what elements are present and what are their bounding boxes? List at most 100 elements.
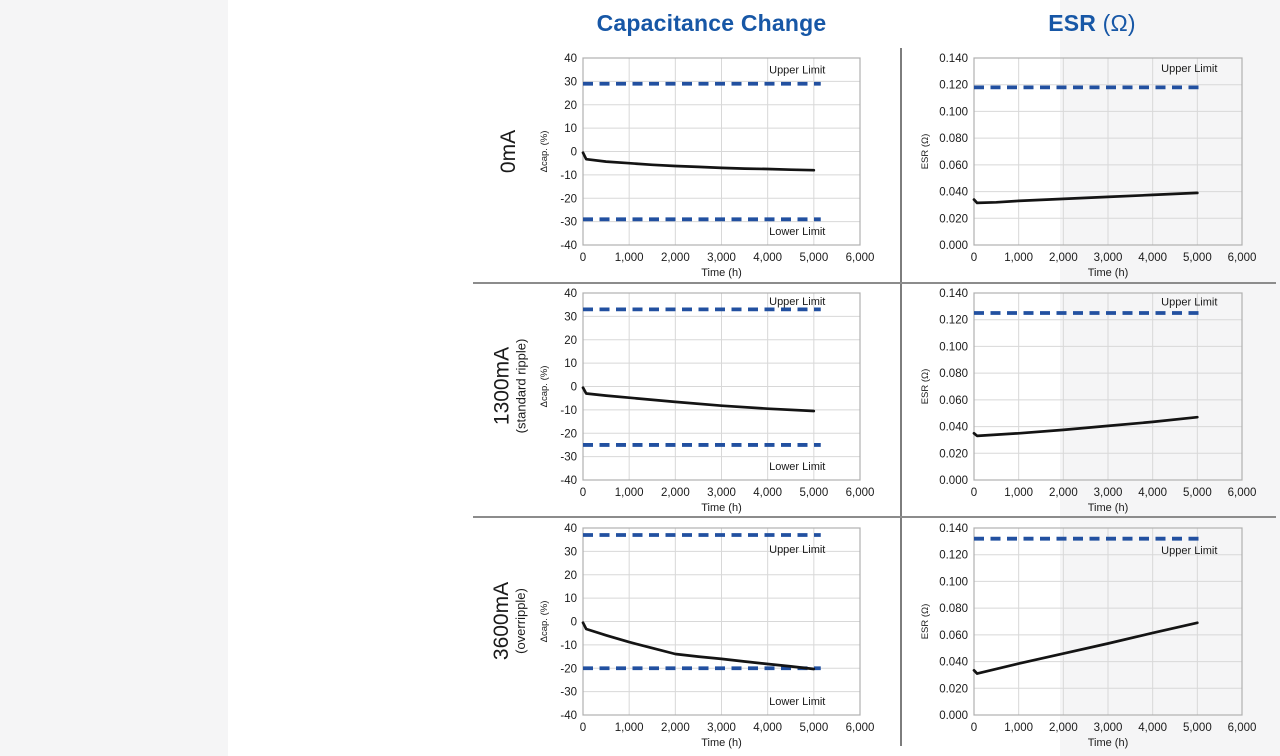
svg-text:6,000: 6,000 — [846, 722, 875, 734]
svg-text:1,000: 1,000 — [1004, 722, 1033, 734]
svg-text:-30: -30 — [560, 452, 577, 464]
upper-limit-label: Upper Limit — [769, 544, 825, 556]
svg-text:0: 0 — [971, 487, 977, 499]
esr-column-title: ESR (Ω) — [912, 10, 1272, 42]
svg-text:-10: -10 — [560, 170, 577, 182]
svg-text:0: 0 — [580, 487, 586, 499]
upper-limit-label: Upper Limit — [1161, 297, 1217, 309]
x-axis-label: Time (h) — [701, 267, 742, 279]
svg-text:0: 0 — [571, 147, 577, 159]
chart-esr-3600mA: Upper Limit 0 1,000 2,000 3,000 4,000 5,000 6,0… — [912, 520, 1272, 750]
y-tick-labels: 0.140 0.120 0.100 0.080 0.060 0.040 0.020 0.000 — [939, 288, 968, 487]
gridlines — [583, 58, 860, 245]
plot-border — [973, 292, 1243, 481]
svg-text:2,000: 2,000 — [661, 252, 690, 264]
svg-text:0.060: 0.060 — [939, 395, 968, 407]
svg-text:0.060: 0.060 — [939, 630, 968, 642]
svg-text:5,000: 5,000 — [1183, 722, 1212, 734]
x-axis-label: Time (h) — [701, 502, 742, 514]
svg-text:2,000: 2,000 — [1049, 722, 1078, 734]
svg-text:40: 40 — [564, 53, 577, 65]
svg-text:6,000: 6,000 — [1228, 722, 1257, 734]
line-chart: Upper Limit 0 1,000 2,000 3,000 4,000 5,000 6,0… — [920, 53, 1257, 279]
chart-esr-1300mA: Upper Limit 0 1,000 2,000 3,000 4,000 5,000 6,0… — [912, 285, 1272, 515]
y-tick-labels: 40 30 20 10 0 -10 -20 -30 -40 — [560, 523, 577, 722]
svg-text:0.000: 0.000 — [939, 475, 968, 487]
lower-limit-label: Lower Limit — [769, 461, 825, 473]
data-series-line — [972, 191, 1199, 205]
svg-text:0: 0 — [571, 382, 577, 394]
svg-text:0: 0 — [971, 722, 977, 734]
svg-text:5,000: 5,000 — [799, 722, 828, 734]
svg-text:20: 20 — [564, 100, 577, 112]
chart-capacitance-0mA: Upper Limit Lower Limit 0 1,000 2,000 3,000 4,… — [533, 50, 893, 280]
column-divider — [900, 48, 902, 746]
x-axis-label: Time (h) — [701, 737, 742, 749]
line-chart: Upper Limit Lower Limit 0 1,000 2,000 3,000 4,… — [539, 523, 875, 749]
data-series-line — [972, 415, 1199, 438]
svg-text:-20: -20 — [560, 428, 577, 440]
x-axis-label: Time (h) — [1088, 502, 1129, 514]
upper-limit-label: Upper Limit — [769, 65, 825, 77]
svg-text:5,000: 5,000 — [799, 487, 828, 499]
figure-panel: Capacitance Change ESR (Ω) 0mA 1300mA (s… — [228, 0, 1276, 756]
y-tick-labels: 40 30 20 10 0 -10 -20 -30 -40 — [560, 288, 577, 487]
row-label-main: 3600mA — [490, 581, 513, 661]
chart-esr-0mA: Upper Limit 0 1,000 2,000 3,000 4,000 5,000 6,0… — [912, 50, 1272, 280]
x-tick-labels: 0 1,000 2,000 3,000 4,000 5,000 6,000 — [971, 487, 1257, 499]
svg-text:4,000: 4,000 — [753, 487, 782, 499]
lower-limit-label: Lower Limit — [769, 226, 825, 238]
svg-text:0.060: 0.060 — [939, 160, 968, 172]
svg-text:30: 30 — [564, 76, 577, 88]
x-tick-labels: 0 1,000 2,000 3,000 4,000 5,000 6,000 — [971, 252, 1257, 264]
gridlines — [974, 293, 1242, 480]
svg-text:1,000: 1,000 — [615, 722, 644, 734]
svg-text:30: 30 — [564, 546, 577, 558]
row-label-main: 0mA — [497, 129, 521, 173]
y-axis-label: ESR (Ω) — [920, 369, 931, 405]
svg-text:40: 40 — [564, 288, 577, 300]
svg-text:0.120: 0.120 — [939, 550, 968, 562]
y-axis-label: ESR (Ω) — [920, 134, 931, 170]
row-divider-1 — [473, 282, 1276, 284]
svg-text:-10: -10 — [560, 640, 577, 652]
svg-text:-30: -30 — [560, 687, 577, 699]
svg-text:1,000: 1,000 — [1004, 252, 1033, 264]
svg-text:30: 30 — [564, 311, 577, 323]
chart-capacitance-1300mA: Upper Limit Lower Limit 0 1,000 2,000 3,000 4,… — [533, 285, 893, 515]
svg-text:-40: -40 — [560, 240, 577, 252]
svg-text:6,000: 6,000 — [846, 487, 875, 499]
svg-text:0.040: 0.040 — [939, 187, 968, 199]
svg-text:0: 0 — [571, 617, 577, 629]
x-axis-label: Time (h) — [1088, 267, 1129, 279]
svg-text:20: 20 — [564, 570, 577, 582]
svg-text:4,000: 4,000 — [753, 252, 782, 264]
svg-text:0.120: 0.120 — [939, 80, 968, 92]
svg-text:0.100: 0.100 — [939, 106, 968, 118]
row-label-sub: (overripple) — [513, 588, 528, 654]
svg-text:6,000: 6,000 — [846, 252, 875, 264]
svg-text:1,000: 1,000 — [1004, 487, 1033, 499]
svg-text:2,000: 2,000 — [1049, 487, 1078, 499]
svg-text:10: 10 — [564, 593, 577, 605]
gridlines — [583, 528, 860, 715]
plot-border — [973, 57, 1243, 246]
gridlines — [583, 293, 860, 480]
svg-text:0.080: 0.080 — [939, 368, 968, 380]
upper-limit-label: Upper Limit — [1161, 63, 1217, 75]
svg-text:0.020: 0.020 — [939, 213, 968, 225]
svg-text:0.140: 0.140 — [939, 523, 968, 535]
svg-text:0.120: 0.120 — [939, 315, 968, 327]
svg-text:20: 20 — [564, 335, 577, 347]
line-chart: Upper Limit 0 1,000 2,000 3,000 4,000 5,000 6,0… — [920, 523, 1257, 749]
row-divider-2 — [473, 516, 1276, 518]
svg-text:0.020: 0.020 — [939, 448, 968, 460]
svg-text:5,000: 5,000 — [799, 252, 828, 264]
data-series-line — [581, 621, 816, 671]
line-chart: Upper Limit 0 1,000 2,000 3,000 4,000 5,000 6,0… — [920, 288, 1257, 514]
lower-limit-label: Lower Limit — [769, 696, 825, 708]
svg-text:4,000: 4,000 — [1138, 252, 1167, 264]
svg-text:0.140: 0.140 — [939, 288, 968, 300]
line-chart: Upper Limit Lower Limit 0 1,000 2,000 3,000 4,… — [539, 53, 875, 279]
svg-text:2,000: 2,000 — [661, 487, 690, 499]
